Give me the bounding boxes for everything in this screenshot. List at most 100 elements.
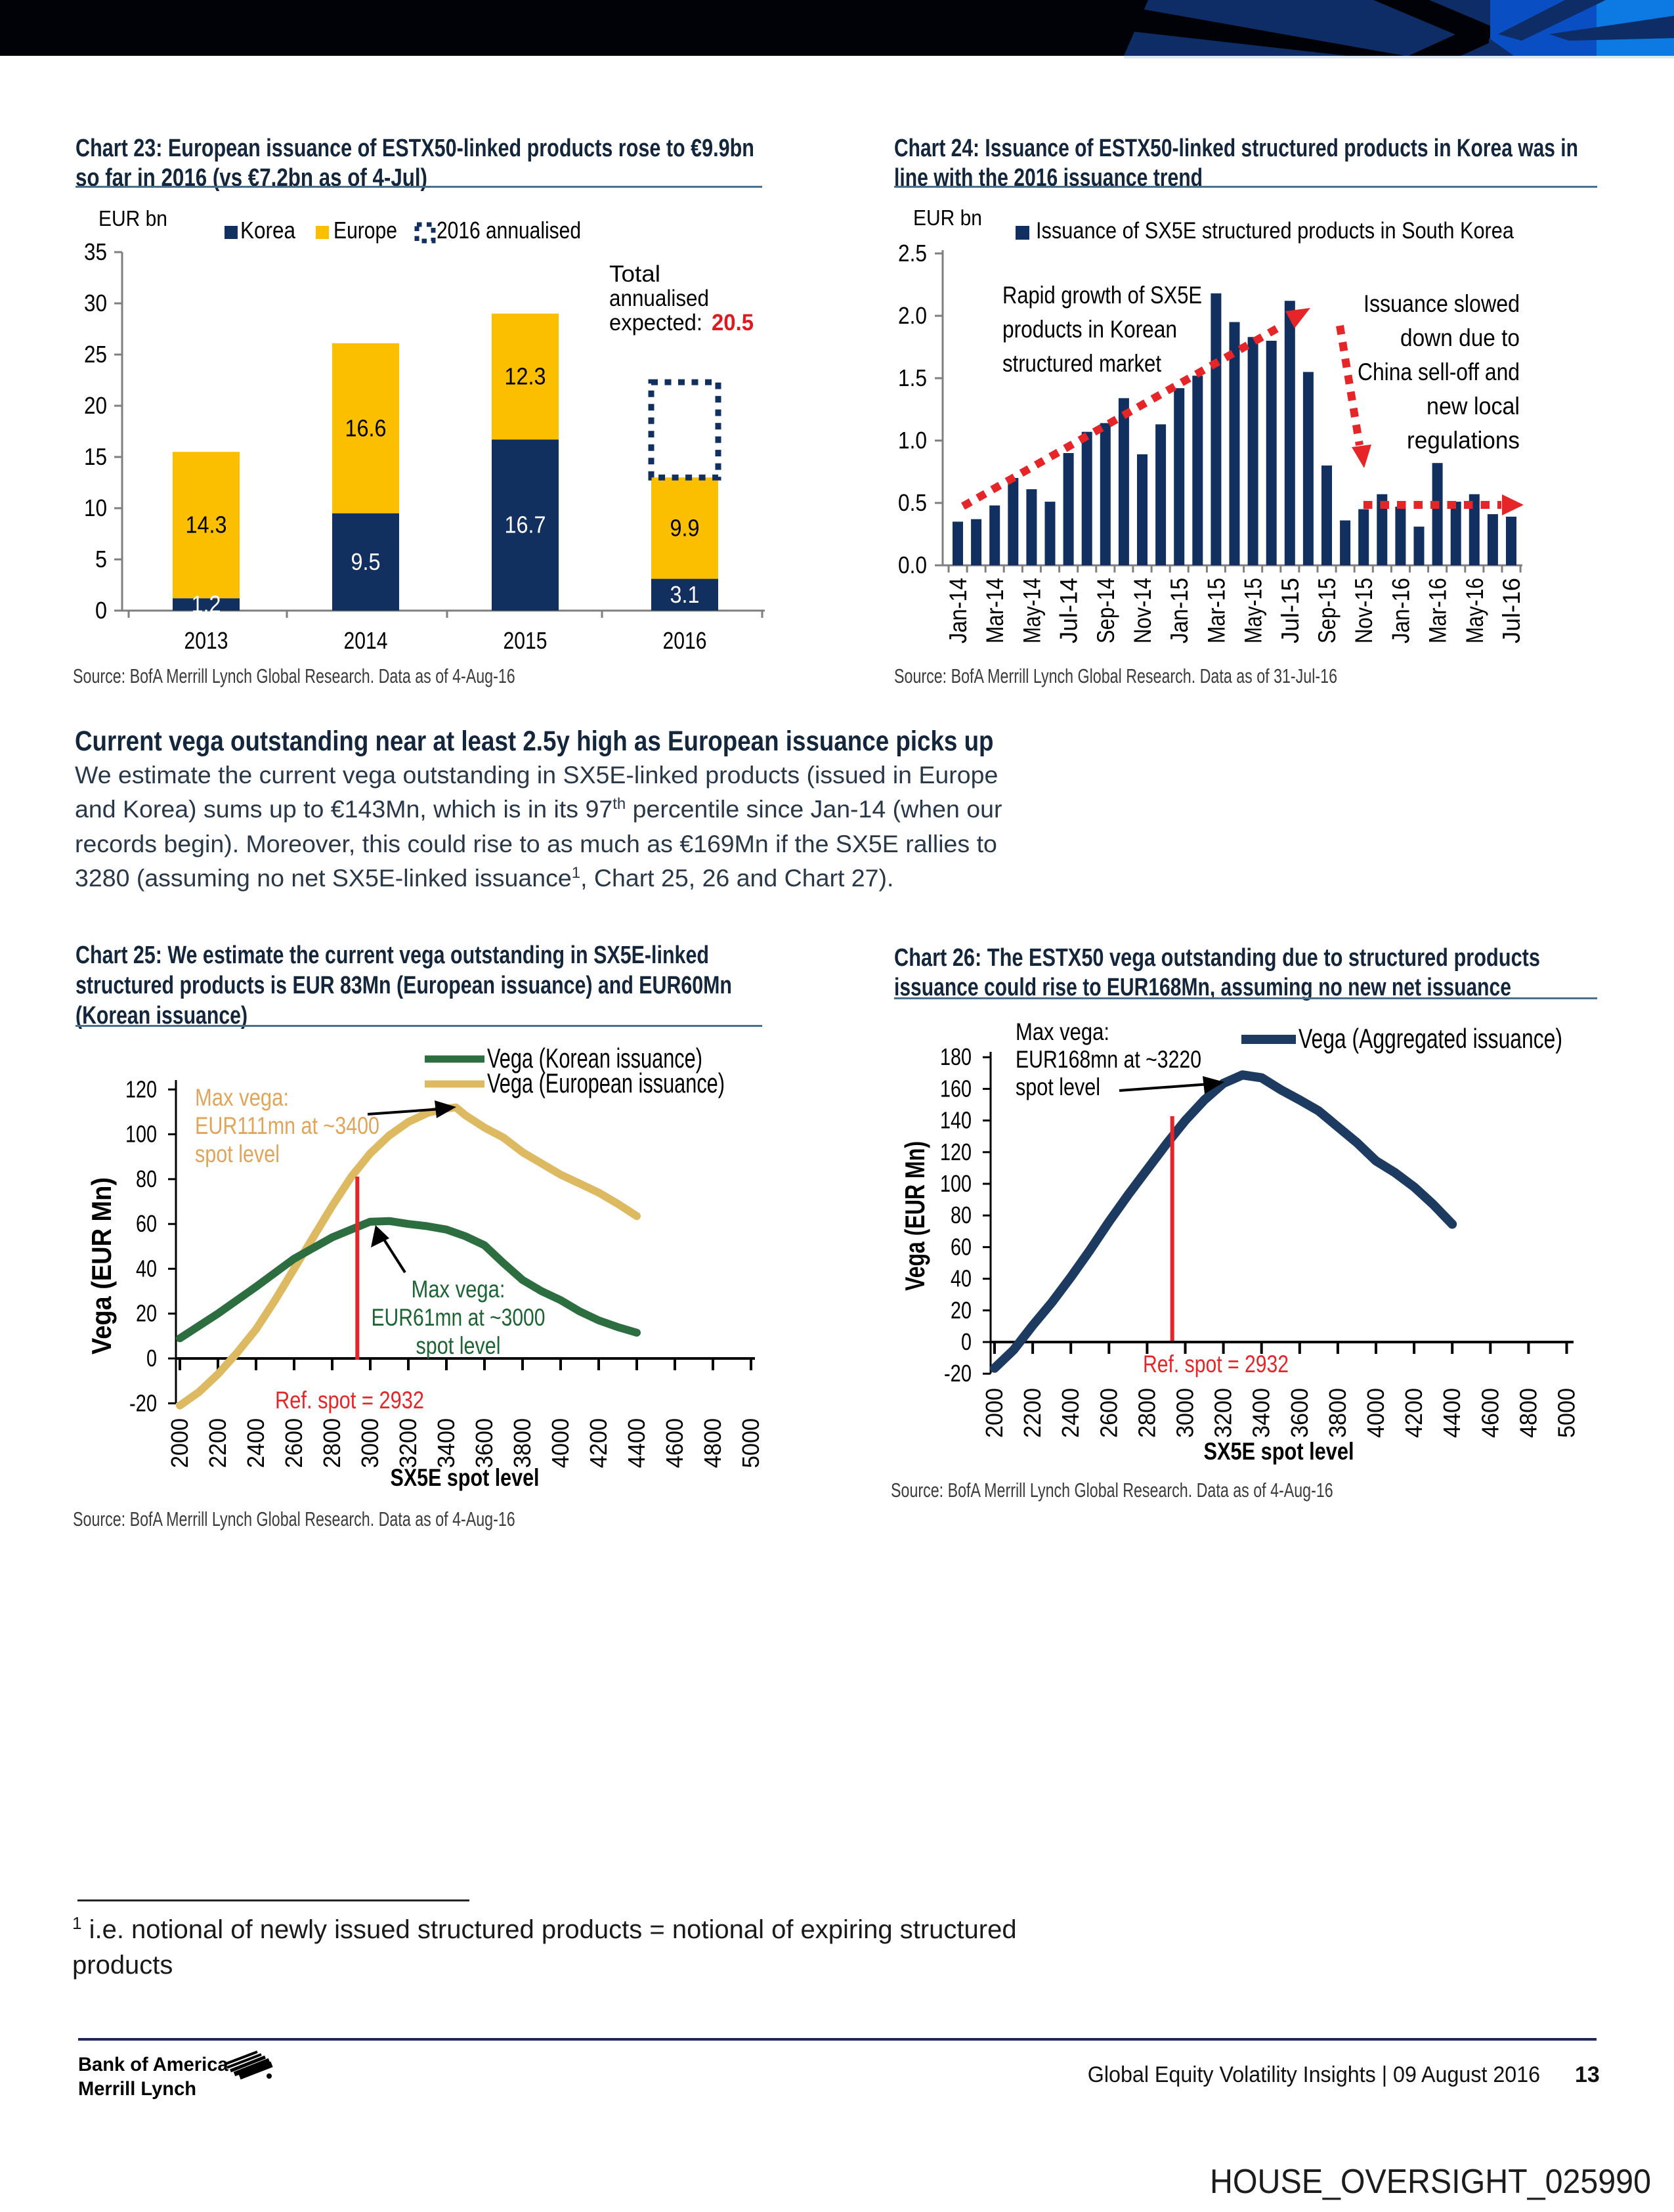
svg-text:4600: 4600 bbox=[1476, 1388, 1503, 1438]
svg-text:16.6: 16.6 bbox=[345, 414, 387, 441]
svg-text:4200: 4200 bbox=[1400, 1388, 1427, 1438]
svg-text:0: 0 bbox=[95, 597, 107, 624]
svg-text:15: 15 bbox=[84, 443, 107, 470]
svg-text:Ref. spot = 2932: Ref. spot = 2932 bbox=[275, 1387, 424, 1414]
svg-text:35: 35 bbox=[84, 238, 107, 265]
svg-text:120: 120 bbox=[940, 1139, 972, 1165]
svg-text:products in Korean: products in Korean bbox=[1002, 316, 1177, 343]
svg-text:3200: 3200 bbox=[1210, 1388, 1237, 1438]
svg-text:Mar-16: Mar-16 bbox=[1425, 578, 1451, 643]
svg-text:3600: 3600 bbox=[1286, 1388, 1313, 1438]
svg-text:30: 30 bbox=[84, 290, 107, 316]
svg-text:SX5E spot level: SX5E spot level bbox=[1204, 1438, 1354, 1465]
svg-text:Mar-15: Mar-15 bbox=[1203, 578, 1230, 643]
svg-text:16.7: 16.7 bbox=[505, 511, 546, 538]
svg-text:3400: 3400 bbox=[1248, 1388, 1275, 1438]
svg-text:China sell-off and: China sell-off and bbox=[1358, 358, 1520, 385]
svg-text:Mar-14: Mar-14 bbox=[981, 578, 1008, 643]
svg-text:5000: 5000 bbox=[737, 1418, 764, 1468]
svg-text:80: 80 bbox=[136, 1165, 157, 1192]
svg-text:Europe: Europe bbox=[333, 217, 397, 244]
svg-text:160: 160 bbox=[940, 1075, 972, 1102]
svg-text:4400: 4400 bbox=[623, 1418, 650, 1468]
svg-text:40: 40 bbox=[951, 1265, 972, 1292]
svg-text:3800: 3800 bbox=[1324, 1388, 1351, 1438]
svg-text:0: 0 bbox=[146, 1345, 157, 1372]
svg-text:down due to: down due to bbox=[1400, 324, 1520, 351]
svg-text:Vega (European issuance): Vega (European issuance) bbox=[487, 1068, 725, 1098]
svg-text:2200: 2200 bbox=[204, 1418, 231, 1468]
svg-text:Max vega:: Max vega: bbox=[195, 1084, 289, 1111]
svg-text:0.0: 0.0 bbox=[898, 552, 927, 578]
svg-text:20: 20 bbox=[951, 1297, 972, 1324]
svg-text:3000: 3000 bbox=[356, 1418, 383, 1468]
svg-text:3000: 3000 bbox=[1172, 1388, 1199, 1438]
svg-text:4800: 4800 bbox=[1514, 1388, 1541, 1438]
svg-text:2200: 2200 bbox=[1019, 1388, 1046, 1438]
svg-text:2800: 2800 bbox=[318, 1418, 345, 1468]
svg-text:1.5: 1.5 bbox=[898, 364, 927, 391]
svg-text:4800: 4800 bbox=[699, 1418, 726, 1468]
svg-text:EUR61mn at ~3000: EUR61mn at ~3000 bbox=[372, 1304, 546, 1331]
svg-text:regulations: regulations bbox=[1407, 427, 1520, 454]
svg-text:120: 120 bbox=[125, 1075, 157, 1102]
svg-text:2600: 2600 bbox=[280, 1418, 307, 1468]
svg-text:2014: 2014 bbox=[344, 627, 388, 654]
svg-text:new local: new local bbox=[1427, 393, 1520, 420]
svg-text:Vega (EUR Mn): Vega (EUR Mn) bbox=[899, 1141, 930, 1291]
svg-text:Jan-16: Jan-16 bbox=[1387, 578, 1414, 643]
svg-text:4400: 4400 bbox=[1438, 1388, 1465, 1438]
svg-text:Vega (EUR Mn): Vega (EUR Mn) bbox=[86, 1177, 117, 1355]
svg-text:expected:: expected: bbox=[609, 310, 702, 336]
svg-text:4000: 4000 bbox=[547, 1418, 574, 1468]
svg-text:2400: 2400 bbox=[242, 1418, 269, 1468]
svg-text:Jul-16: Jul-16 bbox=[1498, 578, 1525, 643]
svg-text:14.3: 14.3 bbox=[186, 511, 227, 538]
svg-text:May-14: May-14 bbox=[1018, 578, 1045, 643]
svg-text:2000: 2000 bbox=[166, 1418, 193, 1468]
svg-text:SX5E spot level: SX5E spot level bbox=[391, 1464, 540, 1491]
svg-text:3.1: 3.1 bbox=[670, 581, 700, 608]
svg-text:0.5: 0.5 bbox=[898, 489, 927, 516]
svg-text:9.5: 9.5 bbox=[351, 548, 381, 575]
svg-text:0: 0 bbox=[961, 1328, 972, 1355]
svg-text:EUR bn: EUR bn bbox=[913, 206, 982, 230]
svg-text:Issuance of SX5E structured pr: Issuance of SX5E structured products in … bbox=[1036, 218, 1514, 244]
svg-text:1.2: 1.2 bbox=[192, 591, 221, 618]
svg-text:3600: 3600 bbox=[471, 1418, 498, 1468]
svg-text:Vega (Korean issuance): Vega (Korean issuance) bbox=[487, 1043, 702, 1073]
svg-text:EUR bn: EUR bn bbox=[98, 206, 167, 230]
svg-text:Sep-14: Sep-14 bbox=[1092, 578, 1119, 643]
svg-text:-20: -20 bbox=[944, 1360, 972, 1387]
svg-text:structured market: structured market bbox=[1002, 350, 1162, 377]
svg-text:180: 180 bbox=[940, 1043, 972, 1070]
svg-text:spot level: spot level bbox=[416, 1332, 501, 1359]
svg-text:100: 100 bbox=[940, 1170, 972, 1197]
svg-text:2.0: 2.0 bbox=[898, 302, 927, 329]
svg-text:EUR168mn at ~3220: EUR168mn at ~3220 bbox=[1016, 1046, 1201, 1073]
svg-text:25: 25 bbox=[84, 341, 107, 368]
svg-text:60: 60 bbox=[951, 1233, 972, 1260]
svg-text:100: 100 bbox=[125, 1121, 157, 1148]
svg-text:20.5: 20.5 bbox=[712, 310, 754, 336]
svg-text:5000: 5000 bbox=[1553, 1388, 1580, 1438]
svg-text:Jan-14: Jan-14 bbox=[945, 578, 972, 643]
svg-text:Max vega:: Max vega: bbox=[1016, 1018, 1109, 1045]
svg-text:Jul-15: Jul-15 bbox=[1277, 578, 1304, 643]
svg-text:spot level: spot level bbox=[1016, 1073, 1100, 1100]
svg-text:annualised: annualised bbox=[609, 286, 709, 311]
svg-text:80: 80 bbox=[951, 1202, 972, 1228]
svg-text:Jan-15: Jan-15 bbox=[1166, 578, 1193, 643]
svg-text:Korea: Korea bbox=[240, 217, 296, 244]
svg-text:Issuance slowed: Issuance slowed bbox=[1363, 290, 1520, 317]
svg-text:2000: 2000 bbox=[981, 1388, 1008, 1438]
svg-text:Nov-15: Nov-15 bbox=[1350, 578, 1377, 643]
svg-text:60: 60 bbox=[136, 1210, 157, 1237]
svg-text:spot level: spot level bbox=[195, 1140, 280, 1167]
svg-text:2015: 2015 bbox=[504, 627, 547, 654]
svg-text:3200: 3200 bbox=[395, 1418, 421, 1468]
svg-text:20: 20 bbox=[136, 1300, 157, 1327]
svg-text:20: 20 bbox=[84, 392, 107, 419]
svg-text:Max vega:: Max vega: bbox=[412, 1276, 505, 1303]
svg-text:9.9: 9.9 bbox=[670, 514, 700, 541]
